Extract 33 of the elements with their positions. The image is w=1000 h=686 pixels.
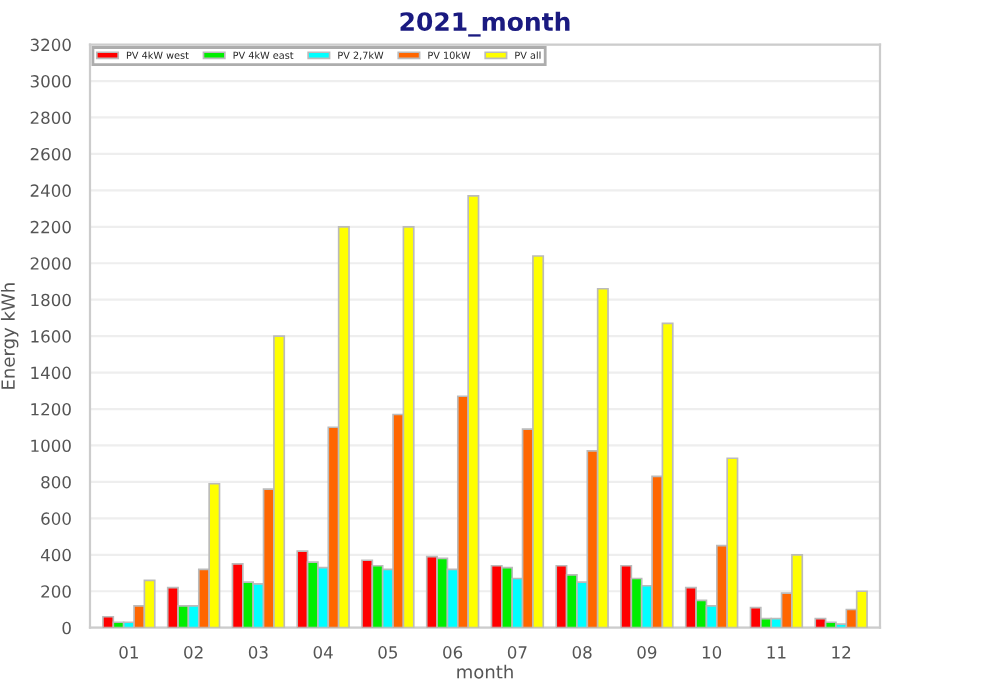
y-tick-label: 1200 — [31, 402, 71, 416]
x-axis-title: month — [457, 664, 513, 679]
y-tick-label: 800 — [41, 475, 71, 489]
x-tick-label: 06 — [443, 646, 463, 659]
x-tick-label: 07 — [507, 646, 527, 659]
y-tick-label: 0 — [62, 621, 71, 635]
y-tick-label: 200 — [41, 585, 71, 598]
x-tick-label: 04 — [313, 646, 333, 659]
y-tick-label: 1000 — [31, 439, 71, 453]
y-tick-label: 3000 — [30, 75, 71, 88]
x-tick-label: 01 — [119, 646, 138, 659]
y-tick-label: 1400 — [31, 366, 71, 380]
x-tick-label: 05 — [378, 646, 398, 659]
x-tick-label: 12 — [832, 646, 851, 659]
x-tick-label: 03 — [248, 646, 268, 659]
y-tick-label: 1800 — [31, 293, 71, 307]
y-tick-label: 2800 — [30, 111, 71, 125]
x-tick-label: 10 — [702, 646, 722, 659]
x-tick-label: 02 — [184, 646, 203, 659]
y-tick-label: 2400 — [30, 184, 71, 197]
y-tick-label: 2000 — [30, 257, 71, 270]
x-tick-label: 09 — [637, 646, 657, 659]
y-tick-label: 2200 — [30, 220, 71, 234]
y-tick-label: 400 — [40, 548, 71, 562]
bar — [749, 606, 762, 628]
y-axis-title: Energy kWh — [0, 283, 19, 389]
y-tick-label: 1600 — [31, 330, 71, 343]
chart-title: 2021_month — [400, 11, 570, 37]
y-tick-label: 3200 — [30, 38, 71, 52]
y-tick-label: 2600 — [30, 147, 71, 161]
y-tick-label: 600 — [41, 512, 71, 525]
x-tick-label: 08 — [572, 646, 592, 659]
x-tick-label: 11 — [767, 646, 786, 659]
